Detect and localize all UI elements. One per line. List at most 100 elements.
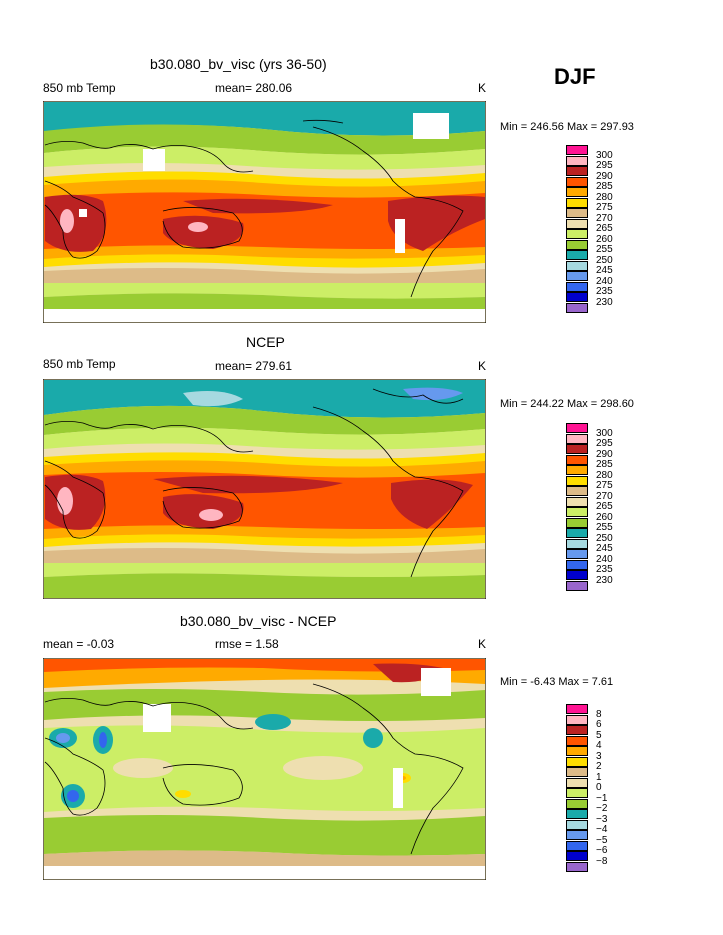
panel1-minmax: Min = 246.56 Max = 297.93 — [500, 121, 634, 133]
panel1-legend-label-8: 260 — [596, 233, 613, 245]
panel2-pink-africa — [57, 487, 73, 515]
panel3-antarctic-missing — [44, 866, 485, 879]
panel1-missing-greenland — [413, 113, 449, 139]
panel2-coastlines — [44, 388, 464, 578]
panel3-legend-swatch-11 — [566, 819, 588, 830]
panel2-legend-label-7: 265 — [596, 501, 613, 512]
panel1-pink-australia — [188, 222, 208, 232]
panel2-units-label: K — [478, 359, 487, 373]
panel3-legend-label-2: 5 — [596, 729, 602, 741]
panel3-missing-andes — [393, 768, 403, 808]
panel3-tan-patch-2 — [283, 756, 363, 780]
panel2-legend-swatch-4 — [566, 465, 588, 475]
panel1-legend-label-2: 290 — [596, 170, 613, 182]
panel2-legend-swatch-3 — [566, 454, 588, 465]
season-label: DJF — [554, 64, 596, 89]
panel3-legend-label-12: −5 — [596, 834, 608, 846]
panel3-legend-label-8: −1 — [596, 792, 608, 804]
panel2-legend-swatch-2 — [566, 444, 588, 454]
panel3-yellow-spot-1 — [175, 790, 191, 798]
panel3-map — [43, 658, 486, 880]
panel2-map-svg — [43, 379, 486, 599]
panel1-legend-label-5: 275 — [596, 202, 613, 213]
panel1-legend-swatch-12 — [566, 271, 588, 281]
panel2-left-label: 850 mb Temp — [43, 357, 116, 371]
panel2-legend-swatch-6 — [566, 486, 588, 496]
panel2-legend-swatch-0 — [566, 423, 588, 433]
panel1-missing-andes — [395, 219, 405, 253]
panel2-arctic-blue — [403, 387, 463, 401]
panel2-south-tan-band — [44, 548, 485, 563]
panel1-antarctic-missing — [44, 309, 485, 322]
panel1-mean-label: mean= 280.06 — [215, 81, 293, 95]
panel1-legend-swatch-10 — [566, 250, 588, 260]
panel2-legend-label-4: 280 — [596, 469, 613, 481]
panel1-pink-africa — [60, 209, 74, 233]
panel2-darkred-africa — [45, 474, 106, 530]
panel3-legend-label-14: −8 — [596, 855, 608, 867]
panel3-map-svg — [43, 658, 486, 880]
panel3-antarctic-tan — [44, 850, 485, 866]
panel2-map — [43, 379, 486, 599]
panel3-teal-spot-1 — [255, 714, 291, 730]
panel1-legend-swatch-11 — [566, 260, 588, 271]
panel3-sh-green — [44, 815, 485, 856]
panel3-missing-tibet — [143, 704, 171, 732]
panel2-legend-swatch-11 — [566, 538, 588, 549]
panel2-legend-swatch-13 — [566, 559, 588, 570]
panel3-legend-label-10: −3 — [596, 813, 608, 825]
panel1-legend-swatch-6 — [566, 208, 588, 218]
panel1-legend-swatch-13 — [566, 281, 588, 292]
panel3-blue-spot-2 — [99, 732, 107, 748]
panel1-legend-label-12: 240 — [596, 275, 613, 287]
panel3-missing-greenland — [421, 668, 451, 696]
panel2-north-lightgreen-band — [44, 427, 485, 450]
panel1-legend-swatch-15 — [566, 302, 588, 313]
panel2-legend-label-9: 255 — [596, 522, 613, 533]
panel2-legend-swatch-14 — [566, 570, 588, 580]
panel2-minmax: Min = 244.22 Max = 298.60 — [500, 398, 634, 410]
panel1-legend-label-14: 230 — [596, 296, 613, 308]
panel1-legend-label-11: 245 — [596, 265, 613, 276]
panel2-redorange-band — [44, 472, 485, 529]
panel3-legend-label-6: 1 — [596, 771, 602, 783]
panel1-legend-swatch-8 — [566, 229, 588, 239]
panel3-legend-swatch-9 — [566, 798, 588, 809]
panel1-darkred-africa — [45, 194, 107, 252]
panel1-darkred-pacific — [183, 198, 333, 214]
panel2-legend-label-0: 300 — [596, 427, 613, 439]
panel2-title: NCEP — [246, 334, 285, 350]
panel3-legend-label-4: 3 — [596, 750, 602, 762]
panel2-north-green-band — [44, 405, 485, 435]
panel2-legend-swatch-8 — [566, 507, 588, 517]
panel1-legend-swatch-4 — [566, 187, 588, 197]
panel2-pink-australia — [199, 509, 223, 521]
panel2-mean-label: mean= 279.61 — [215, 359, 293, 373]
panel3-mean-label: mean = -0.03 — [43, 637, 115, 651]
panel2-legend-swatch-12 — [566, 549, 588, 559]
panel1-legend-label-1: 295 — [596, 160, 613, 171]
panel3-legend-label-13: −6 — [596, 845, 608, 856]
panel3-legend-label-7: 0 — [596, 782, 602, 793]
panel2-legend-swatch-7 — [566, 496, 588, 507]
panel1-legend-swatch-2 — [566, 166, 588, 176]
panel2-legend-swatch-5 — [566, 475, 588, 486]
panel1-legend-label-0: 300 — [596, 149, 613, 161]
panel3-legend-swatch-2 — [566, 725, 588, 735]
panel2-darkred-samerica — [391, 479, 473, 529]
panel2-legend-label-12: 240 — [596, 553, 613, 565]
panel3-legend-swatch-1 — [566, 714, 588, 725]
panel1-coastlines — [44, 119, 464, 298]
panel1-legend-label-9: 255 — [596, 244, 613, 255]
panel2-legend-label-6: 270 — [596, 490, 613, 502]
panel1-legend-label-6: 270 — [596, 212, 613, 224]
panel1-north-green-band — [44, 124, 485, 155]
panel3-legend-label-9: −2 — [596, 803, 608, 814]
panel1-legend-label-7: 265 — [596, 223, 613, 234]
panel1-missing-tibet — [143, 149, 165, 171]
panel3-legend-swatch-12 — [566, 830, 588, 840]
panel3-units-label: K — [478, 637, 487, 651]
panel3-legend-label-0: 8 — [596, 708, 602, 720]
panel3-title: b30.080_bv_visc - NCEP — [180, 613, 337, 629]
panel1-legend-swatch-1 — [566, 155, 588, 166]
